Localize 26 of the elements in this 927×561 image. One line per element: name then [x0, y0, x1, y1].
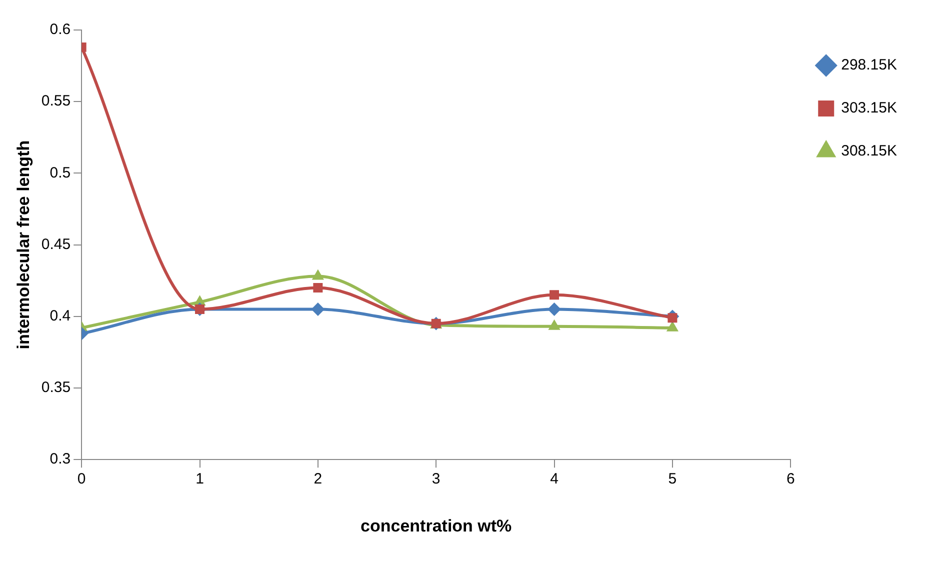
x-tick-label: 1 [196, 470, 204, 488]
x-tick-label: 0 [77, 470, 86, 488]
x-tick-label: 6 [786, 470, 795, 488]
legend-label: 298.15K [841, 56, 898, 74]
x-axis-title: concentration wt% [360, 516, 512, 536]
y-tick-label: 0.5 [50, 164, 71, 182]
x-tick-label: 4 [550, 470, 558, 488]
legend-label: 308.15K [841, 142, 898, 160]
y-tick-label: 0.55 [41, 92, 71, 110]
x-tick-label: 2 [314, 470, 322, 488]
x-tick-label: 3 [432, 470, 440, 488]
point [548, 320, 560, 330]
y-tick-label: 0.45 [41, 236, 71, 253]
point [666, 321, 678, 332]
point [548, 302, 561, 316]
point [550, 290, 560, 300]
point [313, 283, 323, 293]
x-tick-label: 5 [668, 470, 677, 488]
y-tick-label: 0.3 [50, 450, 71, 468]
y-tick-label: 0.35 [41, 379, 71, 396]
y-tick-label: 0.6 [50, 21, 71, 38]
point [311, 302, 324, 316]
point [312, 270, 324, 280]
y-axis-title: intermolecular free length [14, 140, 33, 350]
y-tick-label: 0.4 [50, 308, 71, 325]
legend-label: 303.15K [841, 100, 898, 117]
